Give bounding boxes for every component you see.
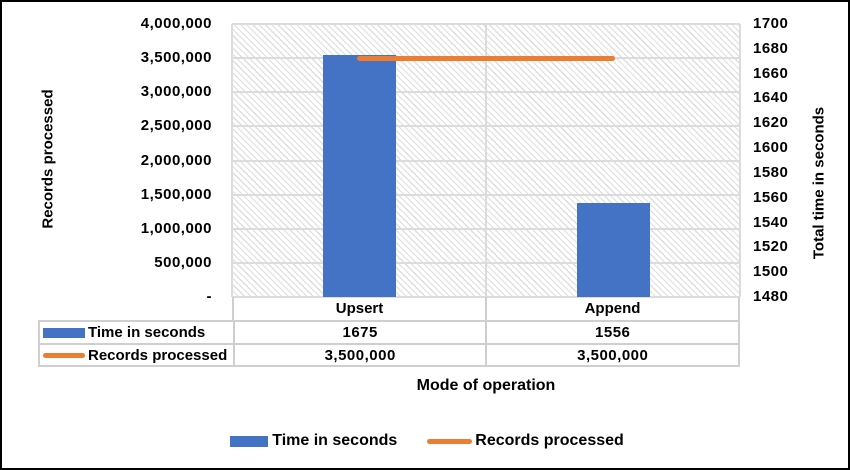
x-axis-title: Mode of operation [416, 377, 556, 394]
right-axis-ticks: 1700 1680 1660 1640 1620 1600 1580 1560 1540 1520… [753, 15, 833, 305]
legend-label: Time in seconds [272, 432, 398, 449]
line-series-swatch-icon [43, 352, 85, 358]
right-axis-tick: 1540 [753, 213, 789, 231]
gridline-vertical [485, 24, 487, 297]
category-label-upsert: Upsert [335, 300, 384, 317]
bar-append [576, 202, 650, 297]
left-axis-tick: 2,000,000 [140, 151, 212, 169]
left-axis-tick: - [206, 288, 212, 305]
category-label-append: Append [485, 297, 738, 320]
left-axis-tick: 1,000,000 [140, 219, 212, 237]
legend-item-records: Records processed [427, 432, 624, 450]
right-axis-tick: 1480 [753, 288, 789, 305]
right-axis-tick: 1680 [753, 39, 789, 57]
left-axis-tick: 4,000,000 [140, 15, 212, 32]
table-row-label-records: Records processed [40, 345, 233, 365]
right-axis-tick: 1620 [753, 114, 789, 132]
bar-series-swatch-icon [230, 435, 269, 447]
records-processed-line [357, 55, 615, 61]
gridline-vertical [231, 24, 233, 297]
right-axis-tick: 1660 [753, 64, 789, 82]
table-value-records-append: 3,500,000 [485, 345, 738, 365]
table-row-records: Records processed 3,500,000 3,500,000 [38, 343, 740, 367]
right-axis-tick: 1580 [753, 163, 789, 181]
legend-item-time: Time in seconds [230, 432, 397, 450]
table-row-label-text: Records processed [88, 346, 228, 364]
table-row-time: Time in seconds 1675 1556 [38, 320, 740, 343]
left-axis-ticks: 4,000,000 3,500,000 3,000,000 2,500,000 2,00… [2, 15, 212, 305]
left-axis-tick: 500,000 [154, 253, 212, 271]
right-axis-tick: 1640 [753, 89, 789, 107]
bar-upsert [322, 55, 396, 297]
left-axis-tick: 1,500,000 [140, 185, 212, 203]
gridline-vertical [739, 24, 741, 297]
right-axis-tick: 1520 [753, 238, 789, 256]
right-axis-tick: 1500 [753, 263, 789, 281]
left-axis-tick: 3,500,000 [140, 49, 212, 67]
table-row-label-time: Time in seconds [40, 322, 233, 343]
right-axis-tick: 1700 [753, 15, 789, 32]
left-axis-tick: 3,000,000 [140, 83, 212, 101]
right-axis-tick: 1600 [753, 139, 789, 157]
bar-series-swatch-icon [43, 327, 85, 338]
table-value-time-append: 1556 [485, 322, 738, 343]
legend: Time in seconds Records processed [2, 432, 850, 450]
legend-label: Records processed [475, 432, 624, 449]
plot-area [231, 23, 741, 298]
category-row: Upsert Append [232, 297, 740, 320]
table-value-time-upsert: 1675 [232, 322, 486, 343]
right-axis-tick: 1560 [753, 188, 789, 206]
line-series-swatch-icon [427, 438, 473, 444]
left-axis-tick: 2,500,000 [140, 117, 212, 135]
table-value-records-upsert: 3,500,000 [232, 345, 486, 365]
table-row-label-text: Time in seconds [88, 324, 206, 341]
